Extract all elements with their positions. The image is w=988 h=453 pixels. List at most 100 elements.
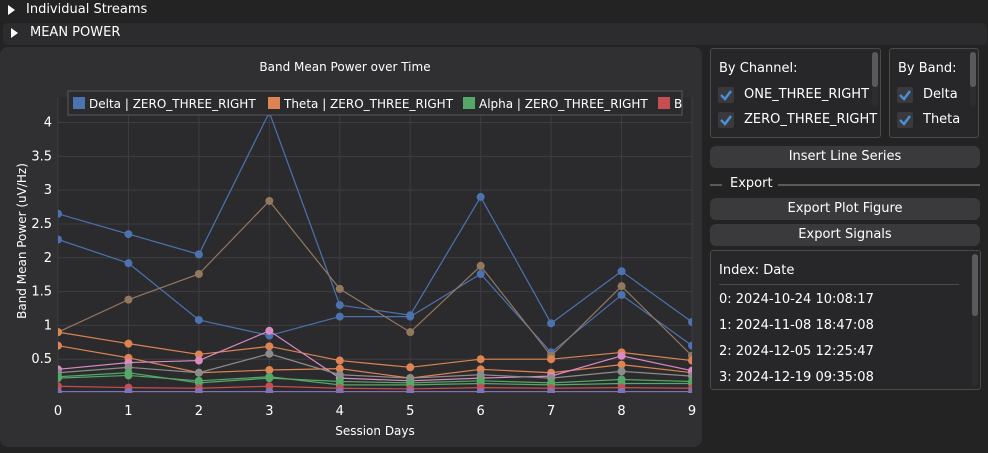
data-point[interactable]: [617, 282, 626, 291]
data-point[interactable]: [265, 196, 274, 205]
data-point[interactable]: [265, 366, 274, 375]
data-point[interactable]: [54, 328, 62, 337]
data-point[interactable]: [406, 328, 415, 337]
series-line[interactable]: [58, 353, 692, 379]
series-line[interactable]: [58, 330, 692, 382]
data-point[interactable]: [124, 371, 133, 380]
band-mean-power-chart[interactable]: Band Mean Power over Time 0 1 2 3 4 5 6 7 8 9 0.5 1 1…: [0, 47, 702, 447]
data-point[interactable]: [194, 356, 203, 365]
data-point[interactable]: [476, 261, 485, 270]
data-point[interactable]: [547, 355, 556, 364]
data-point[interactable]: [617, 387, 626, 396]
data-point[interactable]: [124, 230, 133, 239]
data-point[interactable]: [265, 342, 274, 351]
data-point[interactable]: [476, 370, 485, 379]
by-channel-scrollbar[interactable]: [872, 52, 878, 107]
scrollbar-thumb[interactable]: [872, 52, 878, 87]
mean-power-header[interactable]: MEAN POWER: [3, 23, 987, 45]
data-point[interactable]: [194, 269, 203, 278]
y-tick-label: 3.5: [31, 149, 52, 164]
list-item[interactable]: 3: 2024-12-19 09:35:08: [719, 370, 874, 385]
band-label: Delta: [923, 87, 958, 102]
export-signals-button[interactable]: Export Signals: [710, 224, 980, 246]
series-line[interactable]: [58, 345, 692, 379]
data-point[interactable]: [194, 376, 203, 385]
checkbox[interactable]: [718, 112, 734, 128]
data-point[interactable]: [476, 355, 485, 364]
index-list-scrollbar[interactable]: [972, 254, 978, 386]
band-checkbox-delta[interactable]: Delta: [897, 84, 972, 106]
plot-panel[interactable]: Band Mean Power over Time 0 1 2 3 4 5 6 7 8 9 0.5 1 1…: [0, 47, 702, 447]
data-point[interactable]: [54, 341, 62, 350]
data-point[interactable]: [194, 387, 203, 396]
individual-streams-header[interactable]: Individual Streams: [0, 0, 988, 22]
data-point[interactable]: [265, 372, 274, 381]
data-point[interactable]: [688, 318, 696, 326]
data-point[interactable]: [617, 290, 626, 299]
list-item[interactable]: 2: 2024-12-05 12:25:47: [719, 344, 874, 359]
series-line[interactable]: [58, 385, 692, 390]
channel-checkbox-zero-three-right[interactable]: ZERO_THREE_RIGHT: [718, 109, 877, 131]
data-point[interactable]: [335, 387, 344, 396]
data-point[interactable]: [335, 356, 344, 365]
data-point[interactable]: [617, 351, 626, 360]
data-point[interactable]: [335, 312, 344, 321]
checkbox[interactable]: [897, 112, 913, 128]
series-line[interactable]: [58, 331, 692, 368]
data-point[interactable]: [688, 356, 696, 365]
series-line[interactable]: [58, 200, 692, 357]
data-point[interactable]: [54, 387, 62, 396]
data-point[interactable]: [547, 319, 556, 328]
export-section-label: Export: [730, 176, 773, 191]
data-point[interactable]: [265, 326, 274, 335]
data-point[interactable]: [54, 374, 62, 383]
list-item[interactable]: 0: 2024-10-24 10:08:17: [719, 292, 874, 307]
data-point[interactable]: [265, 387, 274, 396]
data-point[interactable]: [124, 387, 133, 396]
data-point[interactable]: [476, 269, 485, 278]
data-point[interactable]: [124, 259, 133, 268]
series-line[interactable]: [58, 374, 692, 386]
scrollbar-thumb[interactable]: [970, 52, 976, 87]
data-point[interactable]: [688, 341, 696, 350]
series-line[interactable]: [58, 238, 692, 354]
list-item[interactable]: 1: 2024-11-08 18:47:08: [719, 318, 874, 333]
data-point[interactable]: [54, 235, 62, 244]
data-point[interactable]: [688, 387, 696, 396]
data-point[interactable]: [194, 368, 203, 377]
separator-line: [710, 184, 722, 186]
chart-legend[interactable]: Delta | ZERO_THREE_RIGHT Theta | ZERO_THR…: [67, 90, 690, 116]
data-point[interactable]: [335, 370, 344, 379]
checkbox[interactable]: [718, 87, 734, 103]
data-point[interactable]: [617, 360, 626, 369]
channel-checkbox-one-three-right[interactable]: ONE_THREE_RIGHT: [718, 84, 873, 106]
x-tick-label: 9: [688, 404, 696, 419]
data-point[interactable]: [406, 363, 415, 372]
data-point[interactable]: [265, 349, 274, 358]
band-checkbox-theta[interactable]: Theta: [897, 109, 972, 131]
data-point[interactable]: [406, 387, 415, 396]
data-point[interactable]: [335, 364, 344, 373]
insert-line-series-button[interactable]: Insert Line Series: [710, 146, 980, 168]
scrollbar-thumb[interactable]: [972, 254, 978, 316]
data-point[interactable]: [476, 192, 485, 201]
data-point[interactable]: [124, 339, 133, 348]
data-point[interactable]: [124, 295, 133, 304]
data-point[interactable]: [54, 209, 62, 218]
data-point[interactable]: [547, 387, 556, 396]
data-point[interactable]: [617, 367, 626, 376]
export-plot-figure-button[interactable]: Export Plot Figure: [710, 198, 980, 220]
channel-label: ONE_THREE_RIGHT: [744, 87, 870, 102]
data-point[interactable]: [335, 301, 344, 310]
data-point[interactable]: [194, 250, 203, 259]
by-band-scrollbar[interactable]: [970, 52, 976, 107]
data-point[interactable]: [617, 267, 626, 276]
data-point[interactable]: [194, 315, 203, 324]
legend-clip: Delta | ZERO_THREE_RIGHT Theta | ZERO_THR…: [73, 97, 682, 111]
plot-area[interactable]: [58, 97, 692, 393]
data-point[interactable]: [194, 350, 203, 359]
data-point[interactable]: [476, 387, 485, 396]
data-point[interactable]: [406, 312, 415, 321]
checkbox[interactable]: [897, 87, 913, 103]
data-point[interactable]: [335, 284, 344, 293]
